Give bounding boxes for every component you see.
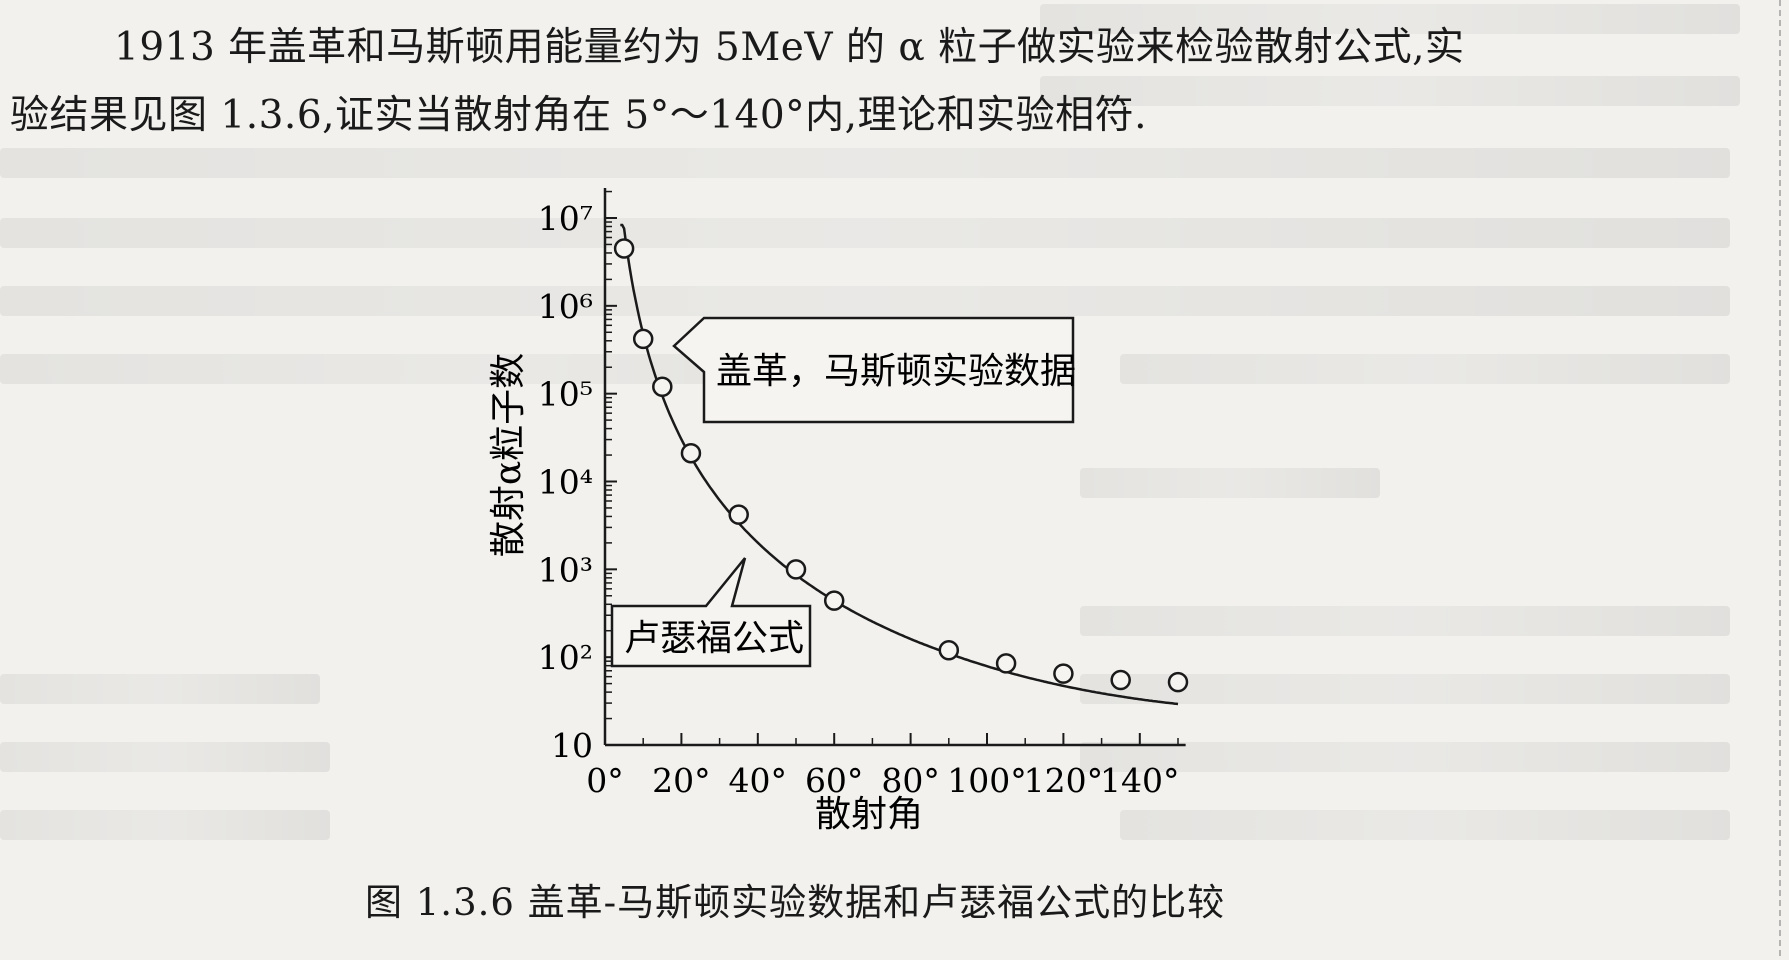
x-tick-label: 100° — [947, 761, 1027, 800]
experiment-callout-label: 盖革，马斯顿实验数据 — [716, 351, 1076, 392]
callouts: 盖革，马斯顿实验数据 卢瑟福公式 — [610, 316, 1076, 668]
y-tick-label: 10³ — [538, 550, 593, 589]
x-tick-label: 120° — [1024, 761, 1104, 800]
x-tick-label: 80° — [881, 761, 940, 800]
experiment-callout-box — [672, 316, 1075, 424]
data-point — [995, 653, 1017, 674]
rutherford-curve — [620, 223, 1179, 706]
data-point — [1110, 669, 1131, 691]
x-tick-label: 40° — [729, 761, 788, 800]
data-point — [1167, 671, 1189, 693]
x-tick-label: 60° — [805, 761, 864, 800]
y-axis-label: 散射α粒子数 — [488, 353, 529, 557]
data-point — [823, 590, 845, 611]
x-tick-label: 20° — [652, 761, 711, 800]
data-point — [938, 639, 960, 661]
data-point — [680, 442, 702, 464]
data-point — [632, 328, 654, 350]
page-edge — [1775, 0, 1781, 956]
formula-callout-label: 卢瑟福公式 — [624, 618, 804, 659]
y-tick-label: 10² — [538, 638, 593, 677]
paragraph-line-2: 验结果见图 1.3.6,证实当散射角在 5°～140°内,理论和实验相符. — [10, 93, 1147, 138]
formula-curve-path — [620, 223, 1179, 706]
data-point — [652, 376, 673, 397]
formula-callout-box — [610, 557, 812, 668]
y-tick-label: 10⁶ — [538, 287, 593, 326]
figure-caption: 图 1.3.6 盖革-马斯顿实验数据和卢瑟福公式的比较 — [365, 881, 1226, 924]
x-axis-label: 散射角 — [815, 794, 923, 835]
y-tick-label: 10⁴ — [538, 463, 593, 502]
x-tick-label: 0° — [586, 761, 624, 800]
data-points — [613, 238, 1189, 693]
y-tick-label: 10 — [551, 726, 593, 765]
data-point — [613, 238, 635, 259]
data-point — [728, 504, 749, 525]
data-point — [785, 559, 807, 580]
body-paragraph: 1913 年盖革和马斯顿用能量约为 5MeV 的 α 粒子做实验来检验散射公式,… — [10, 14, 1750, 150]
y-tick-label: 10⁵ — [538, 375, 593, 414]
y-tick-label: 10⁷ — [538, 199, 593, 238]
paragraph-line-1: 1913 年盖革和马斯顿用能量约为 5MeV 的 α 粒子做实验来检验散射公式,… — [114, 25, 1465, 70]
axes: 10 10² 10³ 10⁴ 10⁵ 10⁶ 10⁷ 0° 20° 40° 60° 80° 100°12… — [538, 188, 1186, 800]
data-point — [1053, 663, 1074, 684]
x-tick-label: 140° — [1100, 761, 1180, 800]
